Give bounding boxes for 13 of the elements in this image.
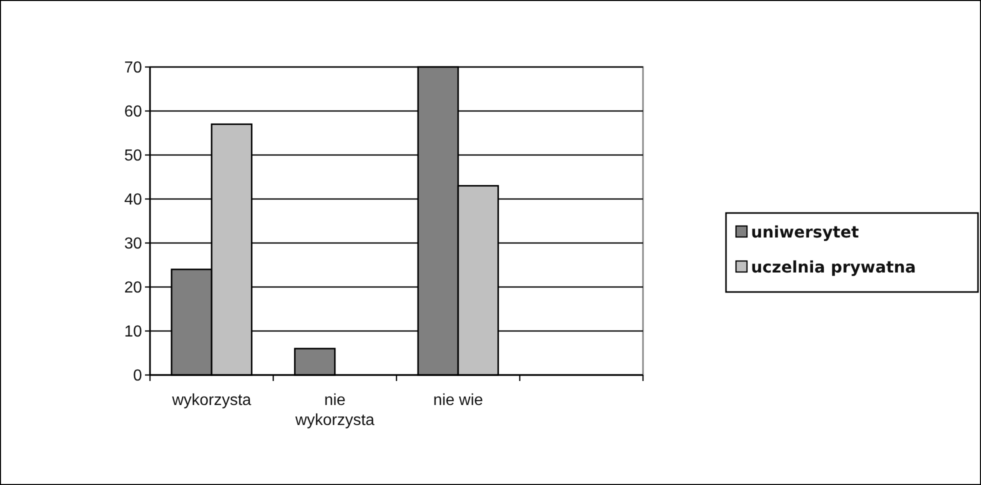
y-tick-label: 40 — [124, 192, 142, 209]
y-tick-label: 30 — [124, 236, 142, 253]
y-tick-label: 20 — [124, 280, 142, 297]
y-tick-label: 60 — [124, 104, 142, 121]
legend-label: uniwersytet — [751, 222, 860, 242]
y-tick-label: 0 — [133, 368, 142, 385]
y-tick-label: 10 — [124, 324, 142, 341]
x-tick-label: nie wie — [433, 392, 484, 409]
y-tick-label: 70 — [124, 60, 142, 77]
legend-label: uczelnia prywatna — [751, 258, 916, 277]
y-tick-label: 50 — [124, 148, 142, 165]
x-tick-label: wykorzysta — [171, 392, 252, 409]
x-tick-label: nie wykorzysta — [294, 392, 375, 429]
